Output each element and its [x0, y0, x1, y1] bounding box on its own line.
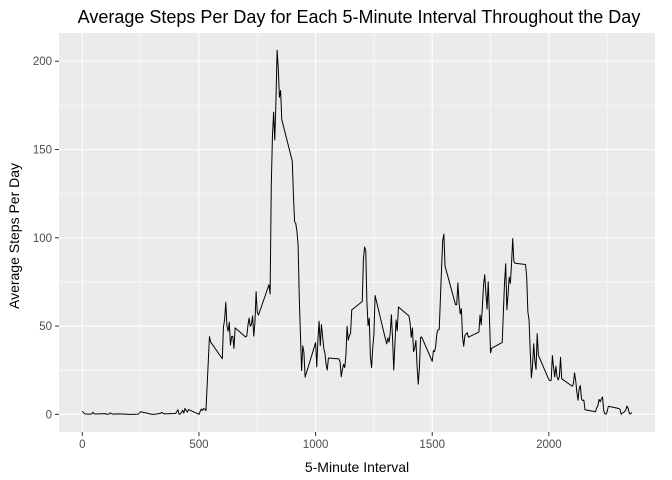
- y-axis: 0 50 100 150 200: [33, 56, 59, 421]
- plot-panel: [59, 33, 655, 432]
- series-line: [81, 49, 633, 415]
- x-tick-label: 1500: [419, 439, 445, 451]
- grid-minor: [59, 33, 655, 432]
- y-axis-title: Average Steps Per Day: [6, 163, 22, 309]
- x-tick-label: 0: [79, 439, 85, 451]
- x-tick-label: 1000: [303, 439, 329, 451]
- x-tick-label: 500: [189, 439, 208, 451]
- y-tick-label: 100: [33, 233, 52, 245]
- grid-major: [59, 33, 655, 432]
- y-tick-label: 150: [33, 145, 52, 157]
- x-axis-title: 5-Minute Interval: [305, 459, 409, 475]
- y-tick-label: 0: [46, 409, 52, 421]
- x-axis: 0 500 1000 1500 2000: [79, 432, 562, 451]
- y-tick-label: 200: [33, 56, 52, 68]
- x-tick-label: 2000: [536, 439, 562, 451]
- y-tick-label: 50: [39, 321, 52, 333]
- chart-title: Average Steps Per Day for Each 5-Minute …: [78, 7, 641, 27]
